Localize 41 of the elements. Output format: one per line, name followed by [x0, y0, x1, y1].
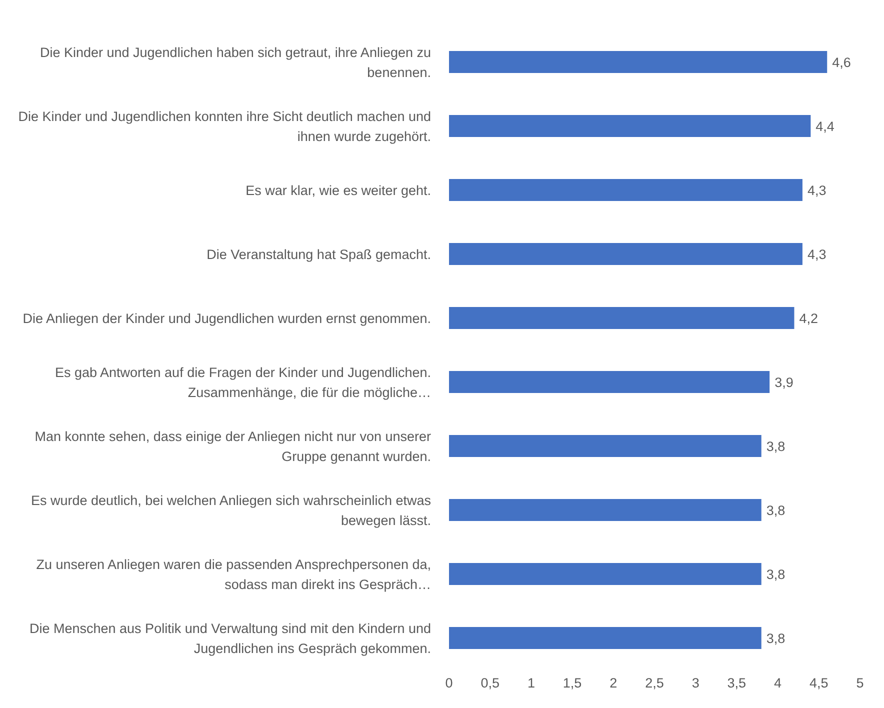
x-tick-label: 3	[692, 676, 700, 691]
bar	[449, 627, 762, 649]
data-label: 4,3	[807, 182, 826, 198]
data-label: 3,8	[766, 630, 786, 646]
data-label: 3,9	[774, 374, 794, 390]
x-tick-label: 1,5	[562, 676, 582, 691]
bar	[449, 51, 828, 73]
x-tick-label: 4	[774, 676, 782, 691]
y-tick-label: Die Menschen aus Politik und Verwaltung sind mit den Kindern und Jugendlichen ins Gespräch gekommen.	[30, 620, 431, 656]
x-tick-label: 2	[610, 676, 618, 691]
y-tick-label: Es war klar, wie es weiter geht.	[246, 182, 431, 198]
data-label: 4,6	[832, 54, 851, 70]
data-label: 4,2	[799, 310, 818, 326]
y-tick-label: Zu unseren Anliegen waren die passenden Ansprechpersonen da, sodass man direkt ins Gespräch…	[36, 556, 431, 592]
data-label: 3,8	[766, 502, 786, 518]
y-tick-label: Die Kinder und Jugendlichen konnten ihre Sicht deutlich machen und ihnen wurde zugehört.	[18, 108, 431, 144]
data-label: 4,4	[816, 118, 835, 134]
y-tick-label: Die Anliegen der Kinder und Jugendlichen wurden ernst genommen.	[22, 310, 431, 326]
bar	[449, 435, 762, 457]
bar	[449, 115, 811, 137]
bar	[449, 563, 762, 585]
data-label: 4,3	[807, 246, 826, 262]
bar	[449, 371, 770, 393]
x-tick-label: 0,5	[480, 676, 500, 691]
y-tick-label: Man konnte sehen, dass einige der Anliegen nicht nur von unserer Gruppe genannt wurden.	[34, 428, 432, 464]
data-label: 3,8	[766, 566, 786, 582]
data-label: 3,8	[766, 438, 786, 454]
y-tick-label: Es gab Antworten auf die Fragen der Kinder und Jugendlichen. Zusammenhänge, die für die mögliche…	[54, 364, 431, 400]
bar	[449, 307, 794, 329]
bar	[449, 179, 802, 201]
bar	[449, 243, 802, 265]
y-tick-label: Die Kinder und Jugendlichen haben sich getraut, ihre Anliegen zu benennen.	[40, 44, 431, 80]
x-tick-label: 3,5	[727, 676, 746, 691]
x-tick-label: 2,5	[645, 676, 664, 691]
x-tick-label: 5	[856, 676, 864, 691]
y-tick-label: Es wurde deutlich, bei welchen Anliegen sich wahrscheinlich etwas bewegen lässt.	[31, 492, 432, 528]
y-tick-label: Die Veranstaltung hat Spaß gemacht.	[206, 246, 431, 262]
x-tick-label: 1	[527, 676, 535, 691]
bar	[449, 499, 762, 521]
x-tick-label: 4,5	[810, 676, 828, 691]
x-tick-label: 0	[445, 676, 453, 691]
